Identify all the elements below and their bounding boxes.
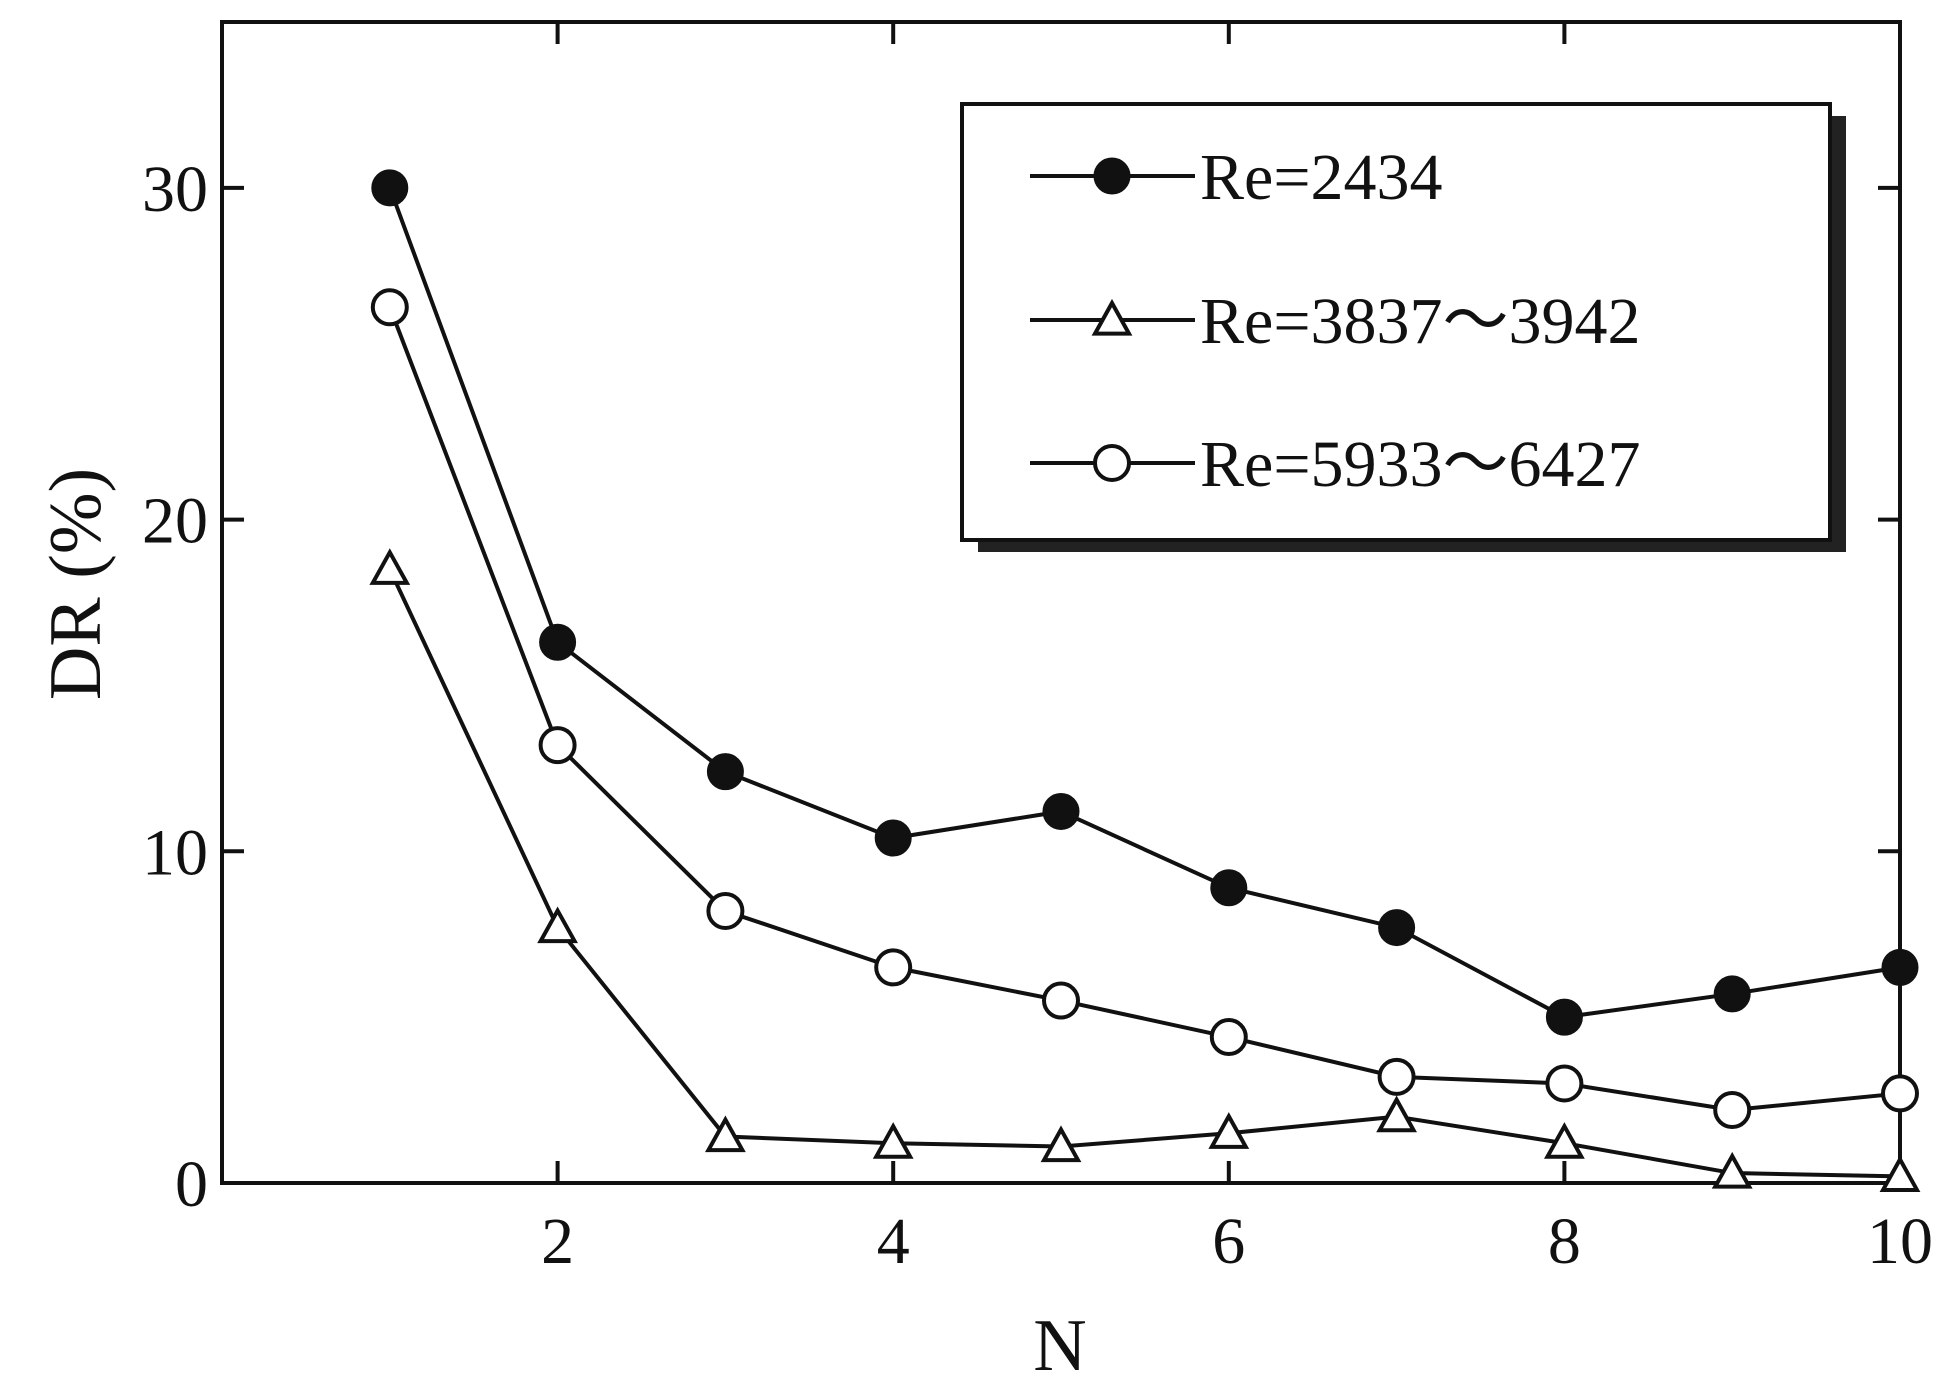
data-point xyxy=(1544,1122,1585,1159)
data-point xyxy=(1376,1095,1417,1133)
y-tick-label: 30 xyxy=(142,153,208,226)
series-2 xyxy=(369,548,1921,1192)
data-point xyxy=(1040,1125,1082,1163)
legend-entry-2: Re=3837～3942 xyxy=(1030,285,1641,358)
data-point xyxy=(872,1122,914,1159)
data-point xyxy=(1378,909,1416,947)
data-point xyxy=(1881,1074,1919,1113)
series-line xyxy=(387,568,1901,1179)
data-point xyxy=(706,753,744,791)
data-point xyxy=(706,891,745,930)
plot-frame xyxy=(220,20,1902,1185)
data-point xyxy=(1208,1112,1250,1149)
legend-label: Re=5933～6427 xyxy=(1200,428,1641,501)
data-point xyxy=(370,288,409,327)
data-point xyxy=(1545,1064,1584,1103)
series-3 xyxy=(370,288,1919,1130)
data-point xyxy=(371,169,409,207)
data-point xyxy=(874,819,912,857)
y-tick-label: 10 xyxy=(142,816,208,889)
data-point xyxy=(537,906,578,944)
data-point xyxy=(874,948,913,987)
data-point xyxy=(1042,792,1080,830)
data-point xyxy=(538,726,577,765)
series-line xyxy=(387,306,1901,1113)
x-tick-label: 8 xyxy=(1548,1205,1581,1278)
y-tick-label: 20 xyxy=(142,485,208,558)
plot-area-border xyxy=(220,20,1902,1185)
series-line xyxy=(387,187,1901,1020)
x-tick-label: 10 xyxy=(1867,1205,1933,1278)
x-tick-label: 4 xyxy=(877,1205,910,1278)
x-tick-label: 2 xyxy=(541,1205,574,1278)
legend-entry-3: Re=5933～6427 xyxy=(1030,428,1641,501)
data-point xyxy=(705,1115,746,1153)
data-point xyxy=(1042,981,1080,1020)
legend-entries: Re=2434 Re=3837～3942 Re=5933～6427 xyxy=(1030,141,1641,501)
tick-labels: 2 4 6 8 10 0 10 20 30 xyxy=(142,153,1933,1278)
y-axis-title: DR (%) xyxy=(35,468,117,700)
series-1 xyxy=(371,169,1919,1036)
data-point xyxy=(1377,1057,1416,1096)
legend-label: Re=2434 xyxy=(1200,141,1443,214)
data-point xyxy=(1879,1155,1921,1192)
data-point xyxy=(1713,975,1751,1013)
legend-entry-1: Re=2434 xyxy=(1030,141,1443,214)
data-point xyxy=(1711,1151,1753,1189)
legend-label: Re=3837～3942 xyxy=(1200,285,1641,358)
series-layer xyxy=(369,169,1921,1192)
y-tick-label: 0 xyxy=(175,1148,208,1221)
x-tick-label: 6 xyxy=(1212,1205,1245,1278)
legend-marker xyxy=(1093,157,1131,195)
data-point xyxy=(1881,948,1919,986)
data-point xyxy=(1545,998,1583,1036)
legend: Re=2434 Re=3837～3942 Re=5933～6427 xyxy=(960,102,1846,552)
data-point xyxy=(1713,1091,1752,1130)
x-axis-title: N xyxy=(1033,1305,1086,1384)
data-point xyxy=(1210,869,1248,907)
legend-marker xyxy=(1091,298,1133,336)
data-point xyxy=(369,548,411,585)
legend-marker xyxy=(1093,444,1131,482)
data-point xyxy=(539,623,577,661)
data-point xyxy=(1209,1018,1248,1057)
